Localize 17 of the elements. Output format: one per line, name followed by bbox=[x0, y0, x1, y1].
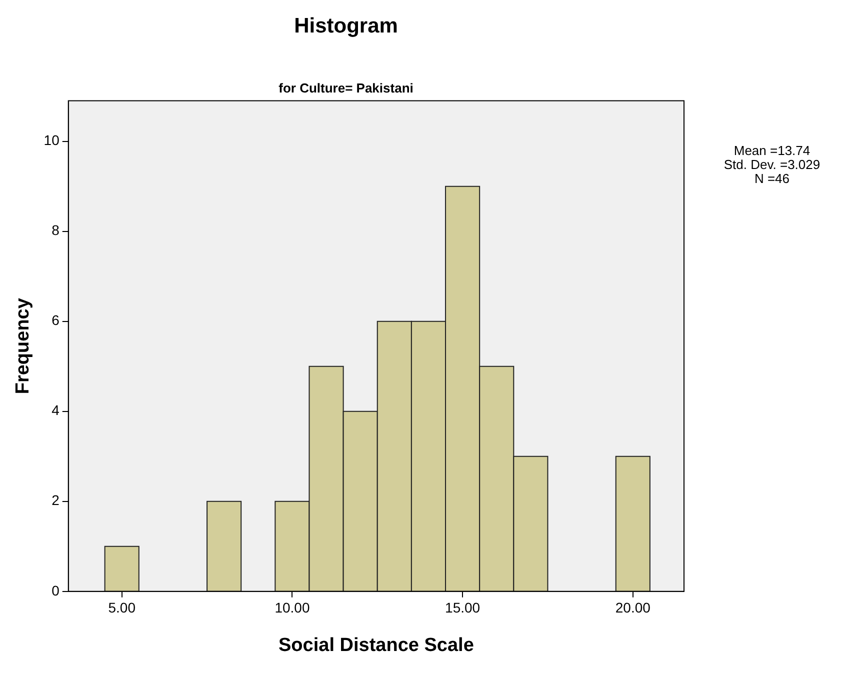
chart-title: Histogram bbox=[294, 14, 398, 38]
y-tick-label: 10 bbox=[44, 132, 60, 148]
y-tick-label: 0 bbox=[52, 582, 60, 598]
x-tick-label: 10.00 bbox=[274, 600, 310, 616]
y-tick-label: 2 bbox=[52, 492, 60, 508]
chart-subtitle: for Culture= Pakistani bbox=[278, 80, 414, 96]
y-axis-title: Frequency bbox=[12, 298, 34, 394]
text: Mean =13.74 bbox=[734, 143, 810, 158]
y-tick-label: 6 bbox=[52, 312, 60, 328]
text: N =46 bbox=[754, 171, 790, 186]
y-tick-label: 8 bbox=[52, 222, 60, 238]
text: Std. Dev. =3.029 bbox=[724, 157, 820, 172]
y-tick-label: 4 bbox=[52, 402, 60, 418]
x-tick-label: 20.00 bbox=[615, 600, 651, 616]
x-axis-title: Social Distance Scale bbox=[278, 634, 474, 656]
x-tick-label: 15.00 bbox=[445, 600, 480, 616]
x-tick-label: 5.00 bbox=[108, 600, 136, 616]
